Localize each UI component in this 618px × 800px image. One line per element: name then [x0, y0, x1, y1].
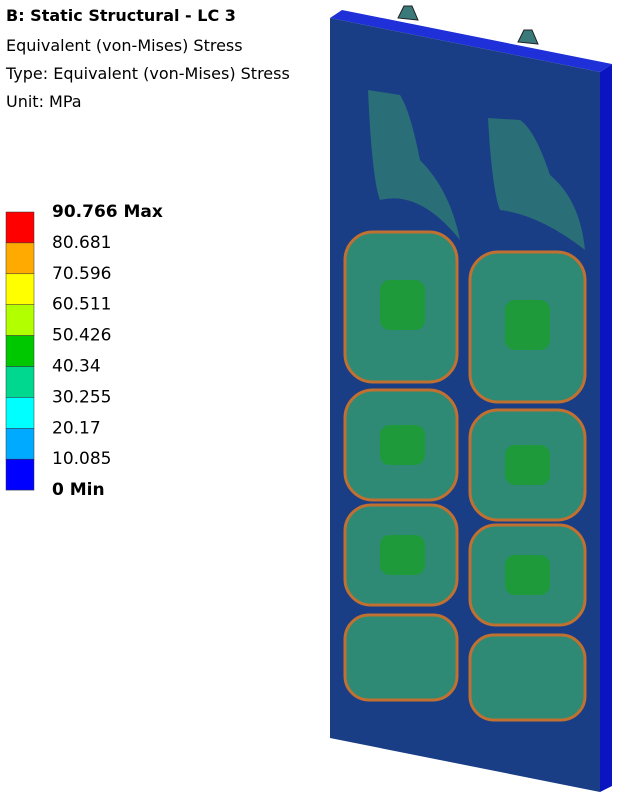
legend-swatch [5, 366, 35, 398]
legend-label: 30.255 [52, 387, 111, 407]
legend-label: 60.511 [52, 295, 111, 315]
result-name: Equivalent (von-Mises) Stress [6, 36, 243, 55]
legend-label: 0 Min [52, 480, 105, 500]
legend-swatch [5, 304, 35, 336]
legend-swatch [5, 273, 35, 305]
legend-swatch [5, 458, 35, 491]
legend-label: 80.681 [52, 233, 111, 253]
legend-label: 40.34 [52, 357, 101, 377]
legend-swatch [5, 428, 35, 460]
legend-label: 90.766 Max [52, 202, 163, 222]
legend-label: 50.426 [52, 326, 111, 346]
result-type: Type: Equivalent (von-Mises) Stress [6, 64, 290, 83]
legend-swatch [5, 335, 35, 367]
legend-label: 70.596 [52, 264, 111, 284]
model [330, 5, 612, 792]
legend-swatch [5, 397, 35, 429]
legend-swatch [5, 211, 35, 244]
legend-label: 10.085 [52, 449, 111, 469]
legend-label: 20.17 [52, 418, 101, 438]
legend-swatch [5, 242, 35, 275]
title: B: Static Structural - LC 3 [6, 6, 236, 25]
unit: Unit: MPa [6, 92, 82, 111]
